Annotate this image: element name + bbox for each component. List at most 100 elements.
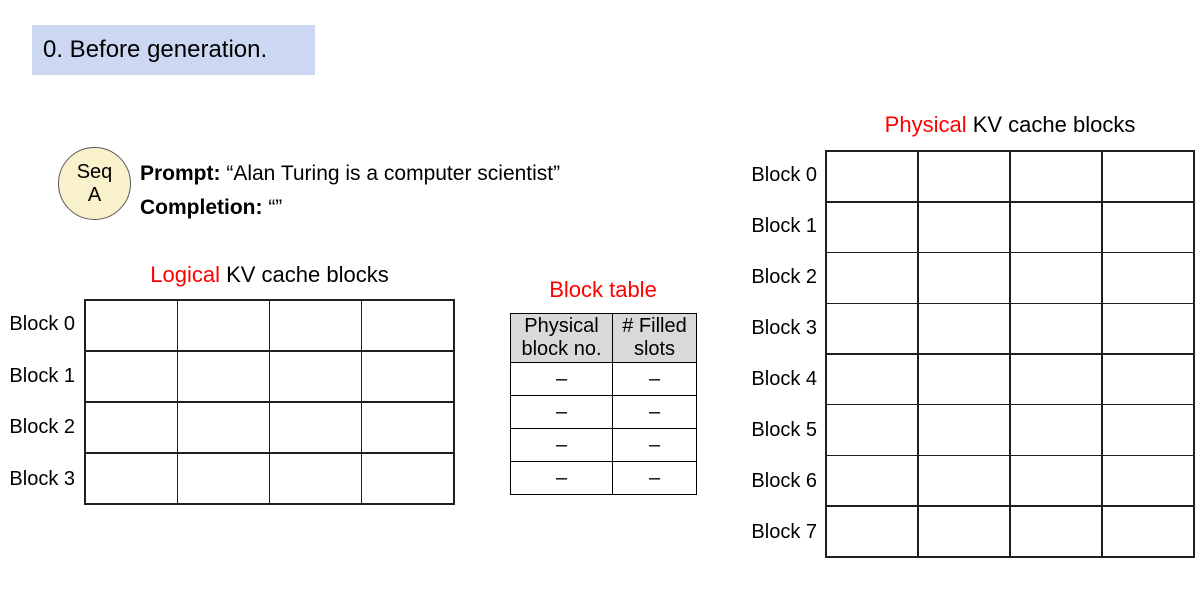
block-row-label: Block 2 <box>751 266 817 288</box>
kv-cache-cell <box>1102 354 1193 404</box>
prompt-text: “Alan Turing is a computer scientist” <box>220 162 561 185</box>
kv-cache-cell <box>1102 506 1193 556</box>
step-title-badge: 0. Before generation. <box>32 25 315 75</box>
block-table-cell: – <box>612 362 697 396</box>
block-table-cell: – <box>612 428 697 462</box>
block-table-cell: – <box>510 428 613 462</box>
kv-cache-cell <box>1010 405 1102 455</box>
physical-title-highlight: Physical <box>884 112 967 137</box>
kv-cache-cell <box>827 152 918 202</box>
sequence-a-badge: Seq A <box>58 147 131 220</box>
block-table: Physical block no. # Filled slots – – – – – –… <box>510 313 697 495</box>
kv-cache-cell <box>918 354 1010 404</box>
physical-row-labels: Block 0 Block 1 Block 2 Block 3 Block 4 Block… <box>743 150 817 558</box>
kv-cache-cell <box>1010 354 1102 404</box>
kv-cache-cell <box>1102 152 1193 202</box>
block-table-cell: – <box>612 461 697 495</box>
block-table-row: – – <box>510 362 697 396</box>
kv-cache-cell <box>827 405 918 455</box>
sequence-name-line1: Seq <box>76 160 113 183</box>
kv-cache-cell <box>918 456 1010 506</box>
kv-cache-cell <box>362 301 453 351</box>
physical-kv-grid <box>825 150 1195 558</box>
block-row-label: Block 1 <box>751 215 817 237</box>
step-title: 0. Before generation. <box>43 36 268 63</box>
block-row-label: Block 6 <box>751 470 817 492</box>
block-row-label: Block 0 <box>9 313 75 336</box>
block-table-header-row: Physical block no. # Filled slots <box>510 313 697 363</box>
kv-cache-cell <box>270 351 361 402</box>
block-table-row: – – <box>510 461 697 495</box>
kv-cache-cell <box>1102 304 1193 354</box>
block-table-cell: – <box>510 362 613 396</box>
kv-cache-cell <box>918 304 1010 354</box>
block-row-label: Block 1 <box>9 364 75 387</box>
kv-cache-cell <box>1102 253 1193 303</box>
kv-cache-cell <box>178 351 269 402</box>
kv-cache-cell <box>86 402 177 453</box>
kv-cache-cell <box>86 351 177 402</box>
kv-cache-cell <box>1010 253 1102 303</box>
block-row-label: Block 4 <box>751 368 817 390</box>
kv-cache-cell <box>918 253 1010 303</box>
block-table-body: – – – – – – – – <box>510 362 697 495</box>
block-row-label: Block 3 <box>9 467 75 490</box>
completion-label: Completion: <box>140 196 263 219</box>
logical-title-highlight: Logical <box>150 262 220 287</box>
kv-cache-cell <box>1102 405 1193 455</box>
block-table-header-filled: # Filled slots <box>612 313 697 363</box>
kv-cache-cell <box>362 402 453 453</box>
kv-cache-cell <box>1102 202 1193 252</box>
block-table-row: – – <box>510 428 697 462</box>
prompt-label: Prompt: <box>140 162 221 185</box>
kv-cache-cell <box>178 402 269 453</box>
block-table-cell: – <box>612 395 697 429</box>
kv-cache-cell <box>918 506 1010 556</box>
kv-cache-cell <box>178 453 269 503</box>
kv-cache-cell <box>1010 506 1102 556</box>
kv-cache-cell <box>827 253 918 303</box>
kv-cache-cell <box>827 354 918 404</box>
kv-cache-cell <box>918 405 1010 455</box>
kv-cache-cell <box>86 301 177 351</box>
kv-cache-cell <box>270 402 361 453</box>
kv-cache-cell <box>362 351 453 402</box>
kv-cache-cell <box>1010 304 1102 354</box>
logical-kv-title: Logical KV cache blocks <box>84 262 455 288</box>
physical-kv-title: Physical KV cache blocks <box>825 112 1195 138</box>
kv-cache-cell <box>1010 152 1102 202</box>
completion-line: Completion: “” <box>140 191 560 225</box>
block-row-label: Block 0 <box>751 164 817 186</box>
kv-cache-cell <box>1102 456 1193 506</box>
kv-cache-cell <box>362 453 453 503</box>
kv-cache-cell <box>1010 456 1102 506</box>
logical-kv-grid <box>84 299 455 505</box>
logical-title-rest: KV cache blocks <box>219 262 389 287</box>
completion-text: “” <box>262 196 283 219</box>
kv-cache-cell <box>178 301 269 351</box>
block-table-row: – – <box>510 395 697 429</box>
block-table-title: Block table <box>549 277 657 302</box>
block-row-label: Block 3 <box>751 317 817 339</box>
kv-cache-cell <box>827 304 918 354</box>
kv-cache-cell <box>918 202 1010 252</box>
block-row-label: Block 7 <box>751 521 817 543</box>
kv-cache-cell <box>827 456 918 506</box>
block-table-header-physical: Physical block no. <box>510 313 613 363</box>
physical-title-rest: KV cache blocks <box>966 112 1136 137</box>
sequence-name-line2: A <box>87 183 102 206</box>
kv-cache-cell <box>827 202 918 252</box>
kv-cache-cell <box>918 152 1010 202</box>
block-row-label: Block 2 <box>9 416 75 439</box>
block-table-cell: – <box>510 461 613 495</box>
kv-cache-cell <box>270 301 361 351</box>
block-table-cell: – <box>510 395 613 429</box>
block-row-label: Block 5 <box>751 419 817 441</box>
prompt-line: Prompt: “Alan Turing is a computer scien… <box>140 157 560 191</box>
prompt-completion-block: Prompt: “Alan Turing is a computer scien… <box>140 157 560 225</box>
kv-cache-cell <box>270 453 361 503</box>
kv-cache-cell <box>86 453 177 503</box>
kv-cache-cell <box>1010 202 1102 252</box>
kv-cache-cell <box>827 506 918 556</box>
